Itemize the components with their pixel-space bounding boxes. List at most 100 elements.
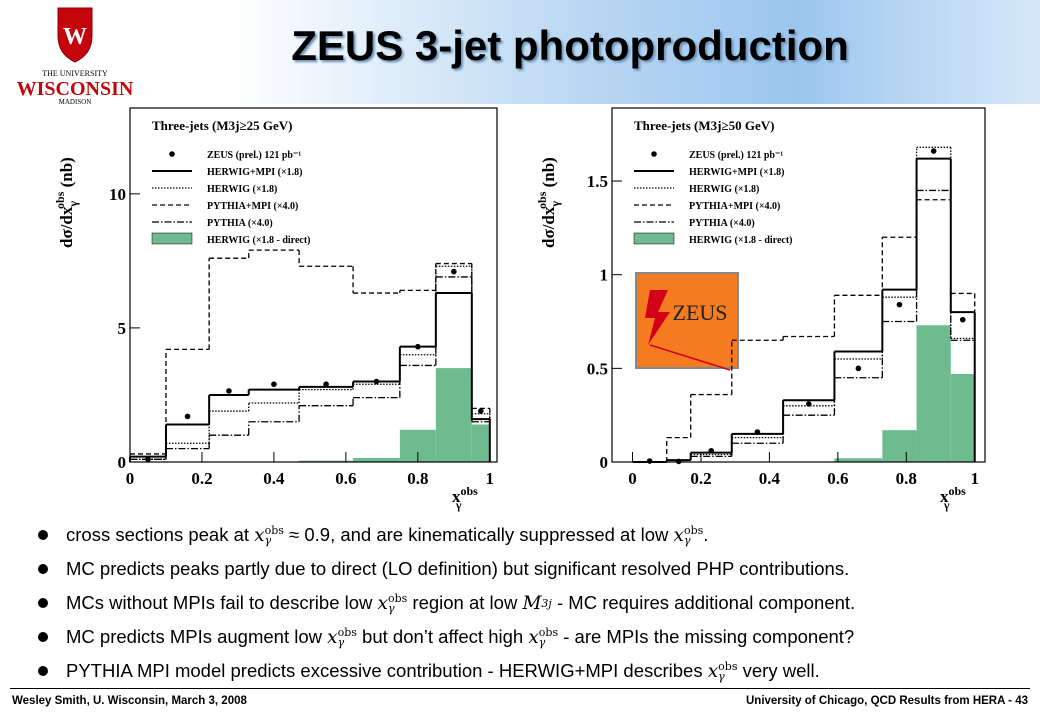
math-sub: γ (337, 636, 345, 650)
x-axis-label-base: x (940, 487, 949, 506)
math-sub: 3j (541, 597, 552, 611)
x-tick-label: 0.2 (690, 469, 711, 488)
bullet: cross sections peak at x obs γ ≈ 0.9, and … (38, 518, 1038, 552)
y-tick-label: 10 (109, 185, 126, 204)
bullet-text: MCs without MPIs fail to describe low (66, 592, 378, 613)
bullet-text: - MC requires additional component. (551, 592, 856, 613)
data-point (754, 429, 761, 435)
bullet-text: - are MPIs the missing component? (558, 626, 855, 647)
y-axis-label-tail: (nb) (539, 157, 558, 191)
math-sub: γ (538, 636, 546, 650)
bar (353, 457, 400, 462)
crest (57, 7, 93, 63)
data-point (451, 268, 457, 275)
math-sup: obs (683, 524, 704, 538)
y-axis-label-base: dσ/dx (57, 206, 76, 248)
university-logo: W THE UNIVERSITY WISCONSIN MADISON (17, 7, 134, 106)
math-sub: γ (264, 534, 272, 548)
y-axis-label-sub: γ (548, 201, 562, 208)
zeus-stroke (649, 344, 731, 371)
bullet-text: MC predicts peaks partly due to direct (… (66, 558, 850, 579)
y-axis-label-sub: γ (66, 201, 80, 208)
legend-symbol (633, 232, 675, 245)
legend-title: Three-jets (M3j≥50 GeV) (634, 118, 774, 133)
y-tick-label: 1.5 (587, 172, 608, 191)
data-point (855, 365, 862, 372)
x-tick-label: 0.6 (335, 469, 356, 488)
math-scripts: obs γ (337, 626, 357, 650)
bullet-text: MC predicts MPIs augment low (66, 626, 328, 647)
x-axis-label-sup: obs (949, 484, 967, 498)
math-scripts: 3j (541, 597, 552, 611)
math-sup: obs (718, 660, 738, 674)
math-base: x (528, 627, 539, 648)
math-scripts: obs γ (387, 593, 407, 616)
x-axis-label: xobs γ (452, 484, 478, 512)
x-tick-label: 0 (126, 469, 135, 488)
footer-rule (10, 688, 1030, 689)
legend-label: HERWIG (×1.8 - direct) (207, 235, 310, 246)
bar (916, 325, 951, 462)
legend-label: PYTHIA+MPI (×4.0) (207, 201, 298, 212)
x-tick-label: 0.4 (759, 469, 781, 488)
data-point (271, 381, 277, 388)
data-point (323, 381, 329, 388)
data-point (415, 343, 421, 350)
bullet-text: . (703, 524, 709, 545)
bar (882, 430, 917, 462)
y-axis-label-sup: obs (53, 191, 67, 209)
y-tick-label: 0 (118, 453, 127, 472)
x-axis-label-sup: obs (461, 484, 479, 498)
zeus-logo: ZEUS (635, 272, 739, 371)
bullet: MC predicts peaks partly due to direct (… (38, 552, 1038, 586)
math-base: x (707, 661, 719, 682)
x-tick-label: 0.6 (827, 469, 848, 488)
y-axis-label-sup: obs (535, 191, 549, 209)
y-axis-label: dσ/dxγobs (nb) (535, 157, 562, 248)
legend-label: HERWIG (×1.8) (207, 184, 277, 195)
math-sub: γ (683, 534, 691, 548)
bar (435, 368, 472, 462)
crest-letter: W (63, 24, 87, 50)
bullet: MC predicts MPIs augment low x obs γ but d… (38, 620, 1038, 654)
math-base: x (673, 525, 684, 546)
math-sub: γ (718, 670, 725, 684)
charts: W THE UNIVERSITY WISCONSIN MADISON ZEUS … (17, 7, 986, 512)
y-axis-label-base: dσ/dx (539, 206, 558, 248)
bullet: PYTHIA MPI model predicts excessive cont… (38, 654, 1038, 688)
legend-label: ZEUS (prel.) 121 pb⁻¹ (689, 150, 783, 161)
footer-right: University of Chicago, QCD Results from … (745, 695, 1028, 707)
footer-left: Wesley Smith, U. Wisconsin, March 3, 200… (12, 695, 247, 707)
bar (950, 373, 975, 462)
bullet-text: ≈ 0.9, and are kinematically suppressed … (283, 524, 674, 545)
bar (299, 460, 354, 462)
math-base: x (377, 593, 388, 614)
math-base: x (327, 627, 338, 648)
legend-label: HERWIG (×1.8 - direct) (689, 235, 792, 246)
bar (471, 424, 490, 462)
bullet-text: region at low (407, 592, 523, 613)
x-axis-label: xobs γ (940, 484, 966, 512)
x-tick-label: 1 (970, 469, 979, 488)
bullet-text: PYTHIA MPI model predicts excessive cont… (66, 660, 708, 681)
data-point (708, 447, 715, 454)
x-axis-label-base: x (452, 487, 461, 506)
math-sub: γ (387, 602, 395, 616)
math-sup: obs (337, 626, 357, 640)
zeus-logo-box (635, 272, 739, 369)
y-tick-label: 1 (600, 266, 609, 285)
math-scripts: obs γ (718, 660, 738, 684)
title-banner (230, 0, 1040, 104)
x-tick-label: 0 (628, 469, 637, 488)
x-axis-label-sub: γ (455, 498, 462, 512)
x-tick-label: 0.2 (191, 469, 212, 488)
data-point (805, 401, 812, 407)
math-sup: obs (538, 626, 559, 640)
logo-line: THE UNIVERSITY (42, 69, 108, 78)
x-tick-label: 0.8 (896, 469, 917, 488)
bullet-text: very well. (737, 660, 820, 681)
